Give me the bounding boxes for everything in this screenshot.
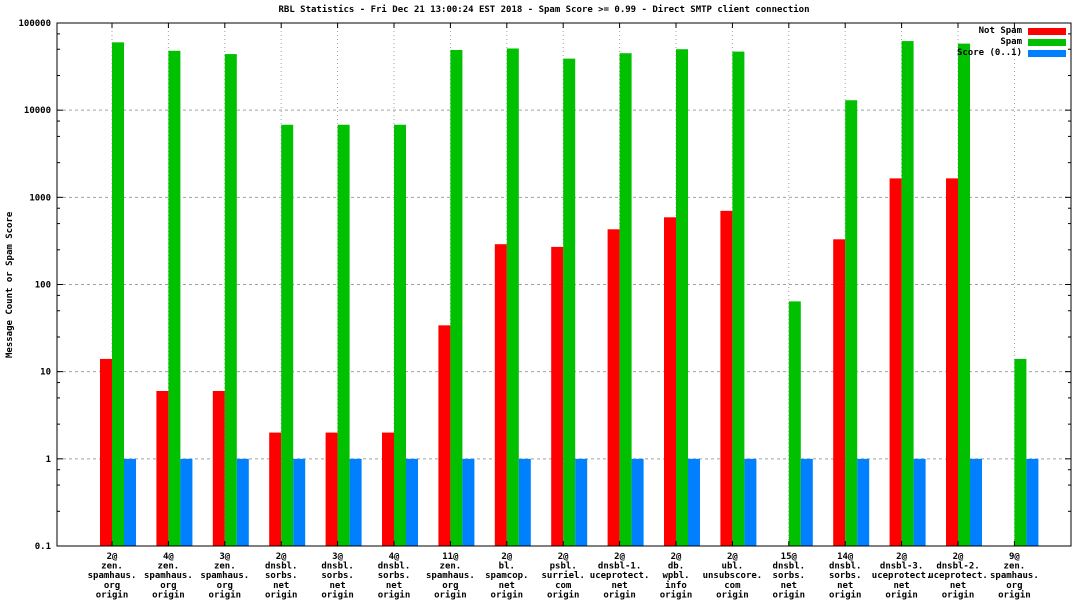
category-label: 3@ dnsbl. sorbs. net origin [321, 552, 354, 600]
bar-spam [168, 50, 181, 547]
bar-spam [224, 54, 237, 546]
y-tick-label: 1 [46, 455, 51, 465]
bar-spam [901, 41, 914, 546]
bar-spam [788, 301, 801, 546]
bar-not-spam [325, 432, 338, 546]
category-label: 2@ dnsbl-2. uceprotect. net origin [928, 552, 988, 600]
bar-score-0-1 [857, 458, 870, 546]
y-tick-label: 10000 [24, 106, 51, 116]
category-label: 15@ dnsbl. sorbs. net origin [773, 552, 806, 600]
category-label: 2@ zen. spamhaus. org origin [88, 552, 137, 600]
legend-swatch-score [1028, 49, 1066, 57]
category-label: 2@ bl. spamcop. net origin [485, 552, 528, 600]
bar-spam [958, 43, 970, 547]
bar-not-spam [720, 210, 733, 546]
bar-score-0-1 [349, 458, 362, 546]
bar-spam [1014, 358, 1027, 546]
legend-label-not-spam: Not Spam [978, 26, 1022, 36]
bar-not-spam [156, 391, 169, 546]
y-tick-label: 0.1 [35, 542, 51, 552]
category-label: 11@ zen. spamhaus. org origin [426, 552, 475, 600]
bar-not-spam [833, 239, 846, 547]
legend-item-not-spam: Not Spam [957, 26, 1066, 36]
bar-score-0-1 [180, 458, 193, 546]
legend-swatch-not-spam [1028, 27, 1066, 35]
category-label: 2@ dnsbl. sorbs. net origin [265, 552, 298, 600]
legend-item-spam: Spam [957, 37, 1066, 47]
bar-spam [506, 48, 519, 546]
bar-score-0-1 [970, 458, 982, 546]
y-tick-label: 100000 [18, 19, 51, 29]
chart-title: RBL Statistics - Fri Dec 21 13:00:24 EST… [278, 5, 810, 15]
bar-score-0-1 [688, 458, 700, 546]
bar-spam [563, 58, 576, 546]
category-label: 2@ psbl. surriel. com origin [542, 552, 585, 600]
bar-not-spam [551, 246, 564, 546]
bar-score-0-1 [462, 458, 475, 546]
bar-not-spam [494, 244, 507, 546]
category-label: 3@ zen. spamhaus. org origin [200, 552, 249, 600]
category-label: 2@ dnsbl-3. uceprotect. net origin [872, 552, 932, 600]
bar-spam [845, 100, 858, 546]
bar-spam [732, 51, 745, 546]
bar-score-0-1 [913, 458, 926, 546]
bar-not-spam [100, 358, 112, 546]
bar-spam [394, 124, 406, 547]
y-tick-label: 10 [40, 368, 51, 378]
category-label: 9@ zen. spamhaus. org origin [990, 552, 1039, 600]
category-label: 2@ db. wpbl. info origin [660, 552, 693, 600]
legend-label-score: Score (0..1) [956, 48, 1022, 58]
bar-score-0-1 [1026, 458, 1039, 546]
bar-spam [619, 53, 632, 547]
bar-not-spam [269, 432, 282, 546]
y-tick-label: 100 [35, 281, 51, 291]
legend: Not Spam Spam Score (0..1) [957, 26, 1066, 59]
category-label: 4@ dnsbl. sorbs. net origin [378, 552, 411, 600]
bar-score-0-1 [406, 458, 418, 546]
bar-not-spam [664, 217, 676, 546]
bar-score-0-1 [744, 458, 757, 546]
legend-swatch-spam [1028, 38, 1066, 46]
legend-label-spam: Spam [1000, 37, 1022, 47]
bar-not-spam [889, 178, 902, 546]
bar-score-0-1 [124, 458, 136, 546]
bar-score-0-1 [236, 458, 249, 546]
category-label: 4@ zen. spamhaus. org origin [144, 552, 193, 600]
bar-spam [281, 124, 294, 547]
category-label: 2@ ubl. unsubscore. com origin [703, 552, 763, 600]
bar-score-0-1 [518, 458, 531, 546]
y-tick-label: 1000 [29, 193, 51, 203]
bar-spam [676, 49, 688, 547]
legend-item-score: Score (0..1) [957, 48, 1066, 58]
bar-score-0-1 [293, 458, 306, 546]
category-label: 2@ dnsbl-1. uceprotect. net origin [590, 552, 650, 600]
bar-spam [337, 124, 350, 547]
bar-not-spam [212, 391, 225, 546]
bar-not-spam [382, 432, 394, 546]
bar-spam [112, 42, 124, 546]
bar-not-spam [438, 325, 451, 546]
bar-not-spam [607, 229, 620, 547]
bar-score-0-1 [800, 458, 813, 546]
bar-score-0-1 [575, 458, 588, 546]
bar-spam [450, 50, 463, 546]
category-label: 14@ dnsbl. sorbs. net origin [829, 552, 862, 600]
bar-not-spam [946, 178, 958, 546]
bar-score-0-1 [631, 458, 644, 546]
